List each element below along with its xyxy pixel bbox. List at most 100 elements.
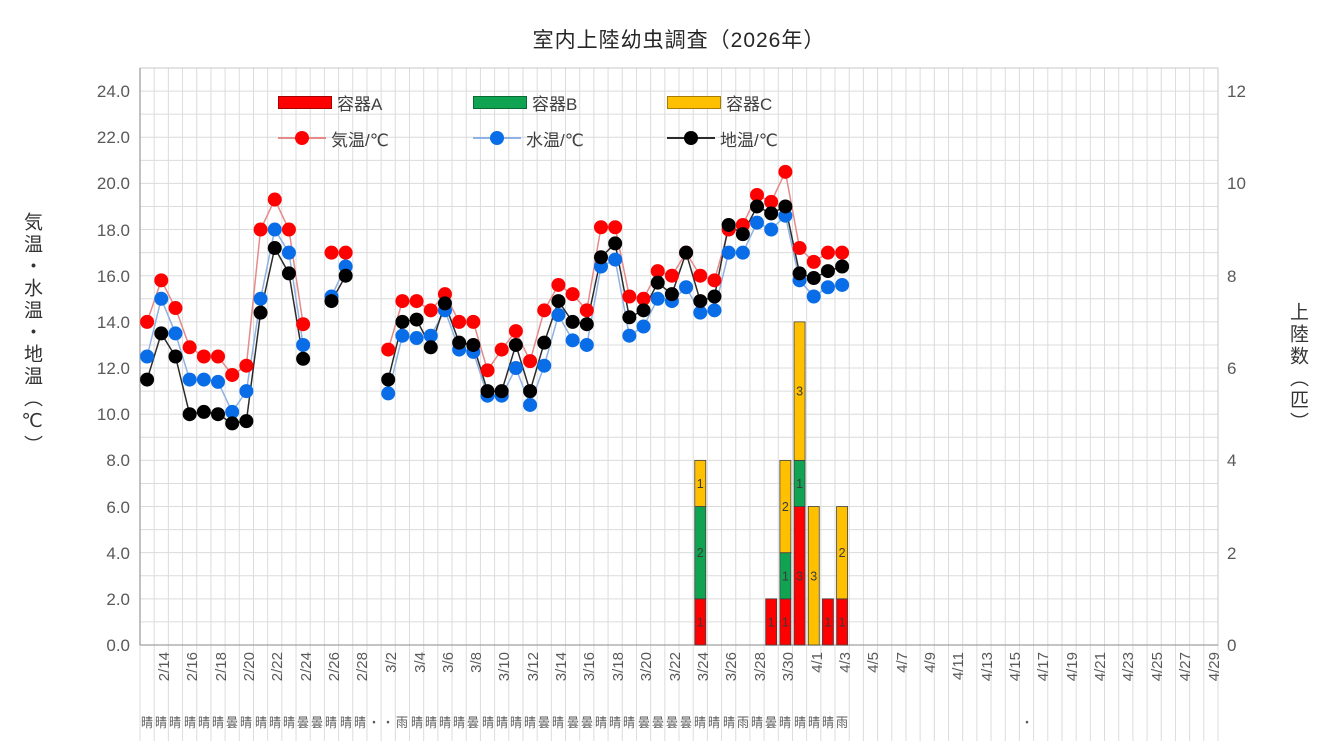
marker-地温/℃ [707, 289, 722, 304]
weather-symbol: 晴 [240, 715, 253, 730]
weather-symbol: 晴 [155, 715, 168, 730]
marker-気温/℃ [608, 220, 623, 235]
marker-水温/℃ [211, 374, 226, 389]
x-axis-tick-label: 4/17 [1035, 652, 1053, 682]
x-axis-tick-label: 2/18 [212, 652, 230, 682]
weather-symbol: 晴 [708, 715, 721, 730]
marker-地温/℃ [679, 245, 694, 260]
bar-segment-value: 1 [839, 615, 846, 629]
marker-地温/℃ [778, 199, 793, 214]
y-axis-tick-label-right: 0 [1227, 636, 1237, 655]
x-axis-tick-label: 4/27 [1177, 652, 1195, 682]
y-axis-tick-label-left: 24.0 [96, 82, 130, 102]
marker-地温/℃ [154, 326, 169, 341]
legend-label: 地温/℃ [720, 130, 778, 150]
bar-segment-value: 1 [824, 615, 831, 629]
y-axis-tick-label-left: 16.0 [96, 266, 130, 286]
x-axis-tick-label: 2/16 [184, 652, 202, 682]
x-axis-tick-label: 4/19 [1063, 652, 1081, 682]
marker-水温/℃ [537, 358, 552, 373]
bar-segment-value: 1 [796, 477, 803, 491]
marker-水温/℃ [835, 277, 850, 292]
x-axis-tick-label: 4/23 [1120, 652, 1138, 682]
bar-segment-value: 2 [697, 546, 704, 560]
marker-気温/℃ [480, 363, 495, 378]
marker-地温/℃ [168, 349, 183, 364]
marker-地温/℃ [281, 266, 296, 281]
marker-気温/℃ [381, 342, 396, 357]
marker-地温/℃ [523, 384, 538, 399]
weather-symbol: 晴 [141, 715, 154, 730]
marker-地温/℃ [423, 340, 438, 355]
marker-地温/℃ [721, 217, 736, 232]
marker-地温/℃ [593, 250, 608, 265]
marker-水温/℃ [622, 328, 637, 343]
legend-label: 水温/℃ [526, 130, 584, 150]
marker-気温/℃ [239, 358, 254, 373]
weather-symbol: 曇 [637, 715, 650, 730]
weather-symbol-extra: ・ [1020, 715, 1033, 730]
y-axis-tick-label-left: 2.0 [106, 589, 130, 609]
marker-水温/℃ [551, 307, 566, 322]
x-axis-tick-label: 3/22 [666, 652, 684, 682]
weather-symbol: ・ [368, 715, 381, 730]
marker-地温/℃ [693, 294, 708, 309]
bar-segment-value: 2 [782, 500, 789, 514]
marker-地温/℃ [650, 275, 665, 290]
x-axis-tick-label: 3/14 [553, 652, 571, 682]
marker-気温/℃ [324, 245, 339, 260]
weather-symbol: 晴 [722, 715, 735, 730]
marker-水温/℃ [508, 361, 523, 376]
marker-気温/℃ [636, 291, 651, 306]
x-axis-tick-label: 3/24 [695, 652, 713, 682]
x-axis-tick-label: 2/24 [297, 652, 315, 682]
marker-地温/℃ [437, 296, 452, 311]
marker-水温/℃ [196, 372, 211, 387]
x-axis-tick-label: 3/4 [411, 652, 429, 673]
x-axis-tick-label: 3/10 [496, 652, 514, 682]
legend-item-水温/℃: 水温/℃ [473, 128, 584, 150]
bar-segment-value: 1 [697, 615, 704, 629]
x-axis-tick-label: 3/26 [723, 652, 741, 682]
marker-水温/℃ [154, 291, 169, 306]
weather-symbol: 曇 [311, 715, 324, 730]
marker-気温/℃ [523, 354, 538, 369]
x-axis-tick-label: 3/12 [524, 652, 542, 682]
marker-地温/℃ [466, 337, 481, 352]
y-axis-tick-label-right: 2 [1227, 543, 1237, 563]
weather-symbol: 晴 [453, 715, 466, 730]
weather-symbol: 晴 [751, 715, 763, 730]
legend-item-地温/℃: 地温/℃ [667, 128, 778, 150]
marker-水温/℃ [650, 291, 665, 306]
marker-気温/℃ [820, 245, 835, 260]
marker-気温/℃ [565, 287, 580, 302]
x-axis-tick-label: 3/2 [383, 652, 401, 673]
bar-segment-value: 1 [782, 569, 789, 583]
y-axis-tick-label-left: 20.0 [96, 174, 130, 194]
marker-地温/℃ [664, 287, 679, 302]
weather-symbol: 曇 [566, 715, 579, 730]
bar-segment-容器C [779, 459, 792, 554]
marker-水温/℃ [636, 319, 651, 334]
marker-水温/℃ [679, 280, 694, 295]
marker-気温/℃ [792, 241, 807, 256]
weather-symbol: 晴 [169, 715, 182, 730]
legend-label: 容器B [532, 94, 578, 114]
marker-地温/℃ [267, 241, 282, 256]
x-axis-tick-label: 4/3 [836, 652, 854, 673]
marker-水温/℃ [423, 328, 438, 343]
marker-地温/℃ [764, 206, 779, 221]
marker-気温/℃ [579, 303, 594, 318]
marker-水温/℃ [140, 349, 155, 364]
marker-地温/℃ [551, 294, 566, 309]
marker-水温/℃ [579, 337, 594, 352]
marker-水温/℃ [806, 289, 821, 304]
x-axis-tick-label: 3/18 [610, 652, 627, 682]
y-axis-tick-label-left: 14.0 [96, 312, 130, 332]
chart-title: 室内上陸幼虫調査（2026年） [532, 29, 826, 52]
x-axis-tick-label: 4/5 [865, 652, 883, 673]
weather-symbol: 晴 [183, 715, 196, 730]
right-axis-title: 上陸数（匹） [1287, 302, 1308, 434]
marker-地温/℃ [324, 294, 339, 309]
bar-segment-value: 1 [782, 615, 789, 629]
